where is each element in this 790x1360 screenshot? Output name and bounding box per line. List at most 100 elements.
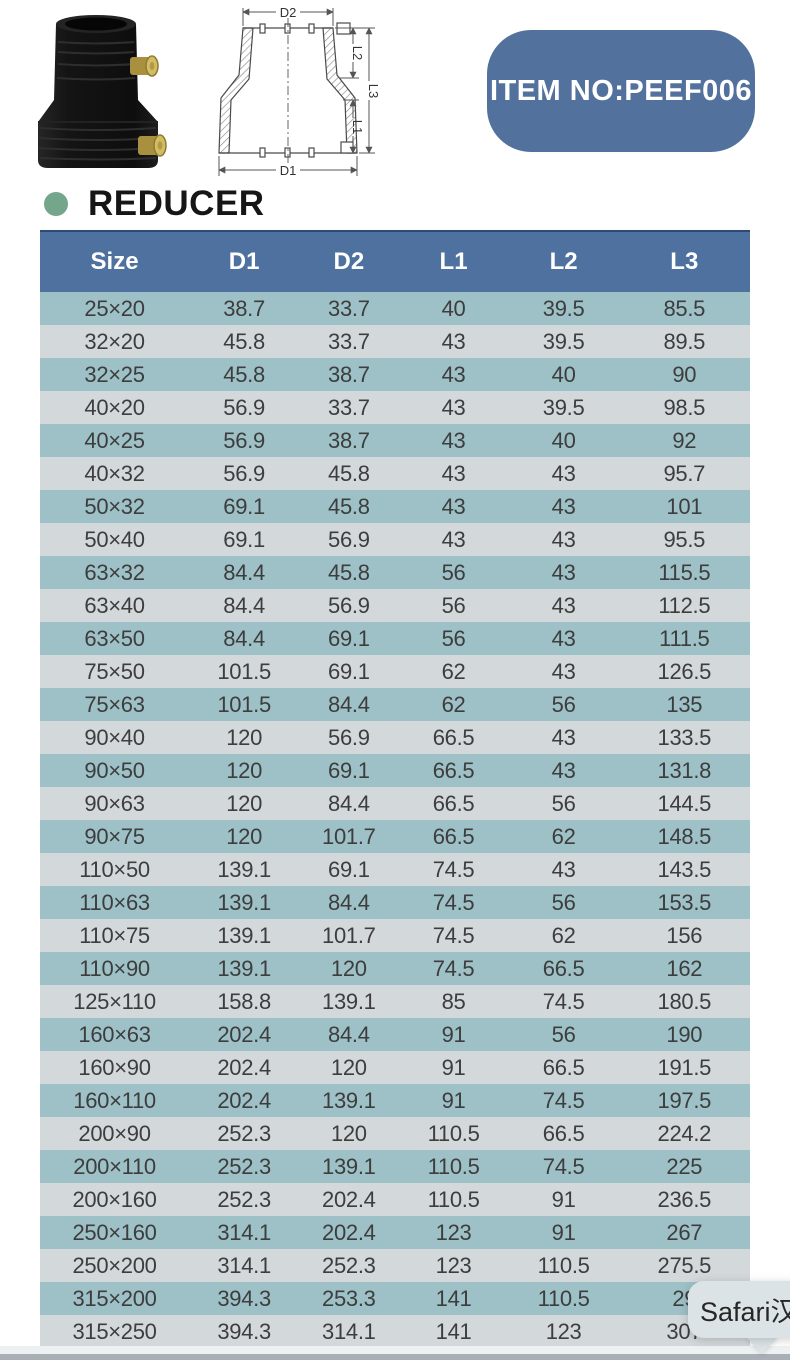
table-cell: 39.5 [508,391,619,424]
table-cell: 200×90 [40,1117,190,1150]
table-cell: 85.5 [618,292,750,325]
table-cell: 33.7 [299,292,399,325]
dimension-lines [218,8,375,176]
table-cell: 43 [398,358,509,391]
table-row: 32×25 45.8 38.7 43 40 90 [40,358,750,391]
item-number-badge: ITEM NO:PEEF006 [487,30,755,152]
table-cell: 394.3 [189,1315,300,1348]
reducer-body [38,15,158,168]
table-row: 50×40 69.1 56.9 43 43 95.5 [40,523,750,556]
table-row: 90×75 120 101.7 66.5 62 148.5 [40,820,750,853]
table-cell: 56 [508,886,619,919]
table-cell: 252.3 [189,1117,300,1150]
table-cell: 40×25 [40,424,190,457]
table-cell: 125×110 [40,985,190,1018]
table-cell: 197.5 [618,1084,750,1117]
table-cell: 74.5 [398,919,509,952]
table-cell: 39.5 [508,325,619,358]
table-cell: 190 [618,1018,750,1051]
fusion-terminal-top-icon [130,55,159,77]
table-row: 200×160 252.3 202.4 110.5 91 236.5 [40,1183,750,1216]
table-cell: 38.7 [299,358,399,391]
table-cell: 131.8 [618,754,750,787]
table-cell: 89.5 [618,325,750,358]
table-cell: 120 [299,1117,399,1150]
tooltip-label: Safari汉 [700,1297,790,1327]
table-cell: 56 [508,787,619,820]
section-heading: REDUCER [44,184,265,224]
table-cell: 139.1 [189,952,300,985]
table-cell: 162 [618,952,750,985]
table-cell: 45.8 [189,358,300,391]
table-cell: 160×110 [40,1084,190,1117]
table-body: 25×20 38.7 33.7 40 39.5 85.5 32×20 45.8 33.7 43 39… [40,292,750,1348]
table-cell: 40 [508,358,619,391]
table-cell: 45.8 [299,556,399,589]
table-cell: 50×40 [40,523,190,556]
table-cell: 120 [189,754,300,787]
table-row: 110×75 139.1 101.7 74.5 62 156 [40,919,750,952]
table-cell: 74.5 [398,886,509,919]
table-row: 125×110 158.8 139.1 85 74.5 180.5 [40,985,750,1018]
table-cell: 39.5 [508,292,619,325]
table-cell: 98.5 [618,391,750,424]
column-header-l2: L2 [508,230,619,292]
dim-label-l2: L2 [350,46,365,60]
table-cell: 200×110 [40,1150,190,1183]
table-cell: 202.4 [299,1216,399,1249]
page-bottom-gap [0,1346,790,1354]
table-cell: 90×75 [40,820,190,853]
table-cell: 110.5 [398,1183,509,1216]
table-cell: 202.4 [299,1183,399,1216]
table-row: 40×20 56.9 33.7 43 39.5 98.5 [40,391,750,424]
table-cell: 32×20 [40,325,190,358]
table-cell: 112.5 [618,589,750,622]
column-header-d1: D1 [189,230,300,292]
table-cell: 56 [398,556,509,589]
table-row: 90×40 120 56.9 66.5 43 133.5 [40,721,750,754]
table-cell: 101.7 [299,919,399,952]
table-cell: 394.3 [189,1282,300,1315]
table-cell: 252.3 [299,1249,399,1282]
table-row: 63×50 84.4 69.1 56 43 111.5 [40,622,750,655]
table-cell: 160×63 [40,1018,190,1051]
table-cell: 43 [508,589,619,622]
table-row: 75×63 101.5 84.4 62 56 135 [40,688,750,721]
reducer-dimension-drawing: D2 D1 L2 L1 L3 [218,5,381,178]
green-bullet-icon [44,192,68,216]
table-cell: 90×63 [40,787,190,820]
table-cell: 95.5 [618,523,750,556]
table-cell: 275.5 [618,1249,750,1282]
table-cell: 84.4 [189,556,300,589]
table-cell: 160×90 [40,1051,190,1084]
table-cell: 91 [398,1018,509,1051]
table-cell: 141 [398,1315,509,1348]
table-cell: 43 [508,622,619,655]
table-cell: 139.1 [189,919,300,952]
table-row: 50×32 69.1 45.8 43 43 101 [40,490,750,523]
table-row: 75×50 101.5 69.1 62 43 126.5 [40,655,750,688]
table-cell: 111.5 [618,622,750,655]
table-cell: 43 [398,490,509,523]
table-cell: 69.1 [189,523,300,556]
table-row: 250×160 314.1 202.4 123 91 267 [40,1216,750,1249]
table-cell: 141 [398,1282,509,1315]
table-cell: 101.5 [189,688,300,721]
table-cell: 40×32 [40,457,190,490]
table-cell: 84.4 [189,589,300,622]
table-cell: 110.5 [508,1282,619,1315]
table-cell: 66.5 [508,952,619,985]
table-row: 315×250 394.3 314.1 141 123 307 [40,1315,750,1348]
table-cell: 62 [508,919,619,952]
item-number-label: ITEM NO:PEEF006 [489,74,753,107]
table-cell: 180.5 [618,985,750,1018]
table-row: 160×90 202.4 120 91 66.5 191.5 [40,1051,750,1084]
table-cell: 40 [508,424,619,457]
table-cell: 101.7 [299,820,399,853]
table-cell: 43 [398,457,509,490]
table-cell: 202.4 [189,1018,300,1051]
table-cell: 84.4 [189,622,300,655]
table-cell: 123 [398,1249,509,1282]
table-cell: 123 [508,1315,619,1348]
